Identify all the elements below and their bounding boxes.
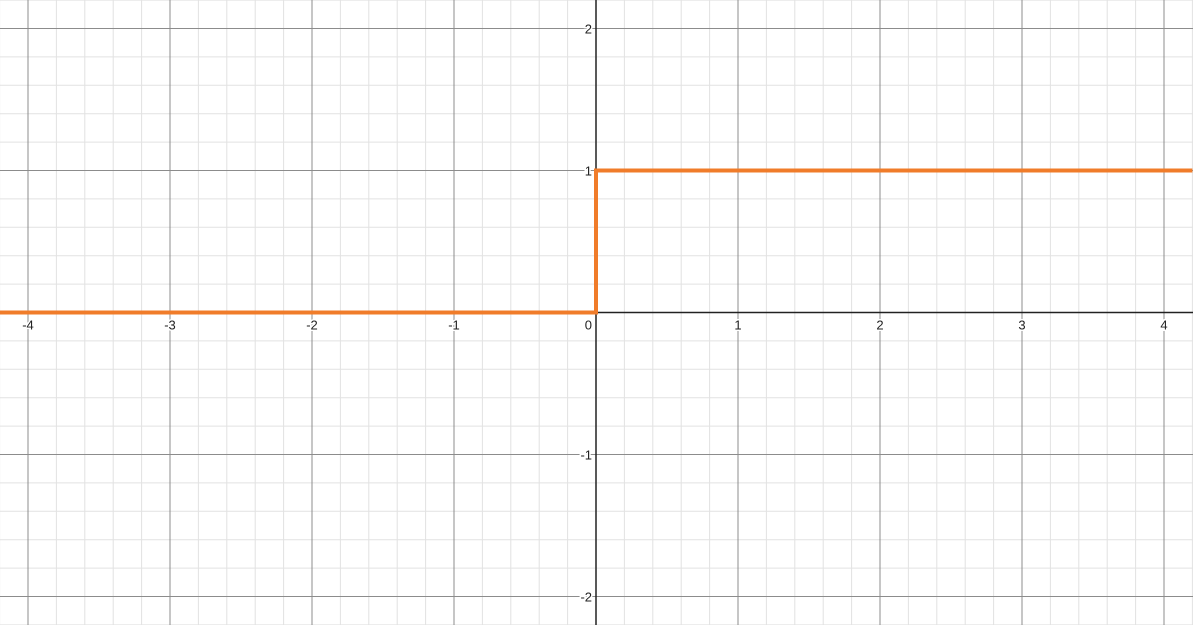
x-tick-label: 1	[734, 318, 741, 333]
y-tick-label: 2	[585, 22, 592, 37]
x-tick-label: -2	[306, 318, 318, 333]
series-layer	[0, 168, 1193, 315]
x-tick-label: 2	[876, 318, 883, 333]
y-tick-label: -2	[580, 590, 592, 605]
x-tick-label: -3	[164, 318, 176, 333]
origin-label: 0	[585, 318, 592, 333]
x-tick-label: 3	[1018, 318, 1025, 333]
y-tick-label: -1	[580, 448, 592, 463]
tick-labels: -4 -3 -2 -1 1 2 3 4 2 1 -1 -2 0	[21, 20, 1169, 606]
x-tick-label: -4	[22, 318, 34, 333]
x-tick-label: -1	[448, 318, 460, 333]
series-line[interactable]	[0, 168, 1193, 315]
y-tick-label: 1	[585, 164, 592, 179]
x-tick-label: 4	[1160, 318, 1167, 333]
